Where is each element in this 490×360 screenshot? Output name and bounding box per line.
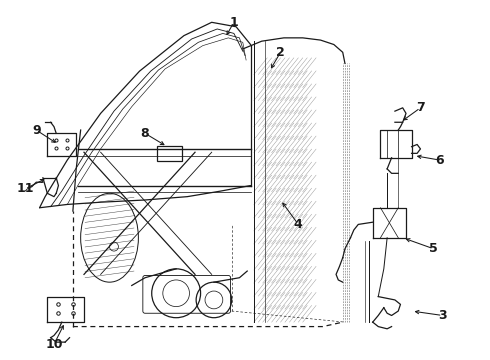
Text: 7: 7 — [416, 101, 425, 114]
Text: 6: 6 — [435, 153, 443, 167]
Text: 2: 2 — [276, 46, 285, 59]
Text: 11: 11 — [16, 183, 34, 195]
Text: 5: 5 — [429, 242, 438, 255]
Text: 3: 3 — [439, 309, 447, 322]
Text: 1: 1 — [229, 16, 238, 29]
Text: 10: 10 — [45, 338, 63, 351]
Text: 8: 8 — [141, 127, 149, 140]
Text: 9: 9 — [32, 123, 41, 136]
Text: 4: 4 — [294, 218, 303, 231]
